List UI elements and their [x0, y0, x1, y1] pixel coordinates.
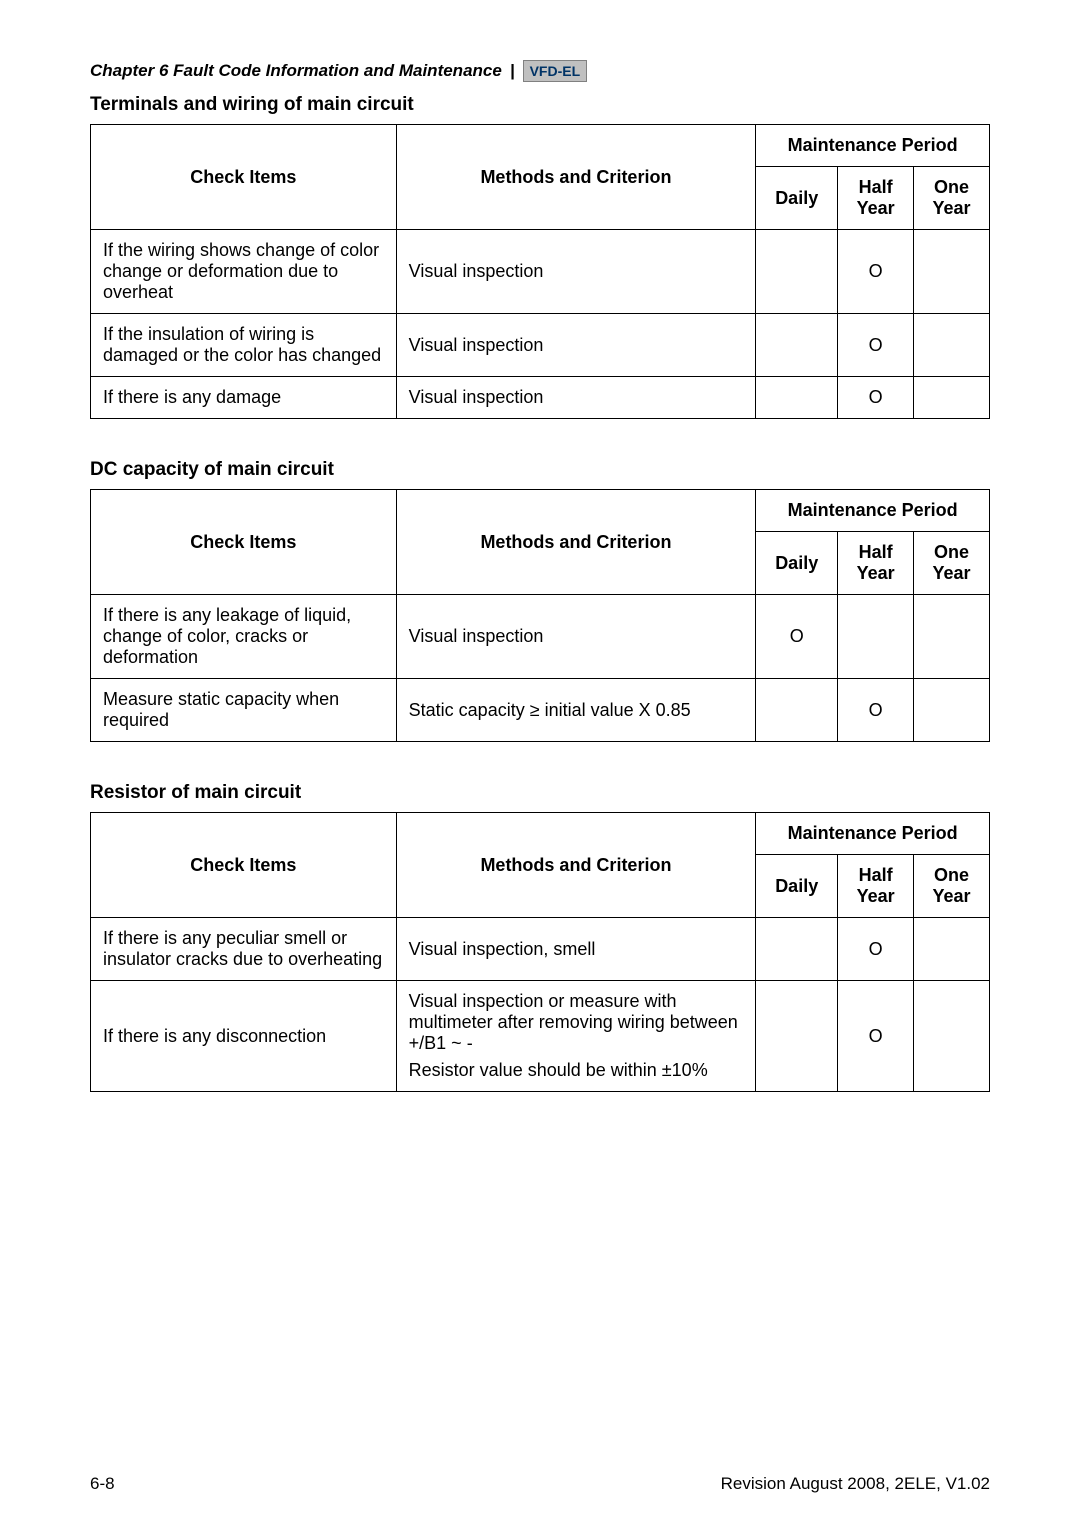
table-row: Measure static capacity when required St…: [91, 679, 990, 742]
section-title-terminals: Terminals and wiring of main circuit: [90, 94, 990, 116]
table-terminals: Check Items Methods and Criterion Mainte…: [90, 124, 990, 419]
table-row: If there is any peculiar smell or insula…: [91, 918, 990, 981]
header-half-year: Half Year: [838, 855, 914, 918]
table-row: If there is any leakage of liquid, chang…: [91, 595, 990, 679]
table-dc-capacity: Check Items Methods and Criterion Mainte…: [90, 489, 990, 742]
cell-one: [914, 230, 990, 314]
header-half-year: Half Year: [838, 167, 914, 230]
cell-method: Visual inspection: [396, 314, 756, 377]
table-row: If the wiring shows change of color chan…: [91, 230, 990, 314]
cell-half: O: [838, 918, 914, 981]
cell-method: Visual inspection, smell: [396, 918, 756, 981]
chapter-title: Chapter 6 Fault Code Information and Mai…: [90, 61, 502, 81]
cell-check: Measure static capacity when required: [91, 679, 397, 742]
cell-check: If there is any disconnection: [91, 981, 397, 1092]
cell-one: [914, 981, 990, 1092]
cell-one: [914, 595, 990, 679]
cell-method: Visual inspection: [396, 377, 756, 419]
cell-method: Visual inspection: [396, 230, 756, 314]
cell-check: If the insulation of wiring is damaged o…: [91, 314, 397, 377]
cell-one: [914, 679, 990, 742]
cell-daily: [756, 679, 838, 742]
header-period: Maintenance Period: [756, 125, 990, 167]
table-row: If there is any damage Visual inspection…: [91, 377, 990, 419]
cell-daily: [756, 230, 838, 314]
cell-daily: O: [756, 595, 838, 679]
chapter-separator: |: [510, 61, 515, 81]
revision-text: Revision August 2008, 2ELE, V1.02: [721, 1474, 990, 1494]
header-methods: Methods and Criterion: [396, 813, 756, 918]
header-check-items: Check Items: [91, 125, 397, 230]
cell-check: If the wiring shows change of color chan…: [91, 230, 397, 314]
cell-half: O: [838, 314, 914, 377]
product-badge: VFD-EL: [523, 60, 588, 82]
cell-half: O: [838, 679, 914, 742]
header-one-year: One Year: [914, 167, 990, 230]
cell-check: If there is any leakage of liquid, chang…: [91, 595, 397, 679]
header-daily: Daily: [756, 532, 838, 595]
section-title-dc-capacity: DC capacity of main circuit: [90, 459, 990, 481]
table-row: If there is any disconnection Visual ins…: [91, 981, 990, 1092]
cell-daily: [756, 918, 838, 981]
section-title-resistor: Resistor of main circuit: [90, 782, 990, 804]
header-methods: Methods and Criterion: [396, 490, 756, 595]
header-daily: Daily: [756, 167, 838, 230]
table-row: If the insulation of wiring is damaged o…: [91, 314, 990, 377]
header-period: Maintenance Period: [756, 490, 990, 532]
method-line: Visual inspection or measure with multim…: [409, 991, 744, 1054]
footer: 6-8 Revision August 2008, 2ELE, V1.02: [90, 1474, 990, 1494]
cell-half: O: [838, 230, 914, 314]
cell-half: [838, 595, 914, 679]
header-period: Maintenance Period: [756, 813, 990, 855]
cell-check: If there is any peculiar smell or insula…: [91, 918, 397, 981]
cell-one: [914, 918, 990, 981]
method-line: Resistor value should be within ±10%: [409, 1060, 744, 1081]
header-one-year: One Year: [914, 855, 990, 918]
cell-one: [914, 314, 990, 377]
header-methods: Methods and Criterion: [396, 125, 756, 230]
cell-daily: [756, 981, 838, 1092]
cell-daily: [756, 377, 838, 419]
header-daily: Daily: [756, 855, 838, 918]
cell-one: [914, 377, 990, 419]
cell-method: Visual inspection or measure with multim…: [396, 981, 756, 1092]
cell-half: O: [838, 981, 914, 1092]
cell-method: Static capacity ≥ initial value X 0.85: [396, 679, 756, 742]
cell-half: O: [838, 377, 914, 419]
chapter-header: Chapter 6 Fault Code Information and Mai…: [90, 60, 990, 82]
page-number: 6-8: [90, 1474, 115, 1494]
header-check-items: Check Items: [91, 813, 397, 918]
cell-check: If there is any damage: [91, 377, 397, 419]
cell-daily: [756, 314, 838, 377]
header-one-year: One Year: [914, 532, 990, 595]
header-check-items: Check Items: [91, 490, 397, 595]
header-half-year: Half Year: [838, 532, 914, 595]
cell-method: Visual inspection: [396, 595, 756, 679]
table-resistor: Check Items Methods and Criterion Mainte…: [90, 812, 990, 1092]
